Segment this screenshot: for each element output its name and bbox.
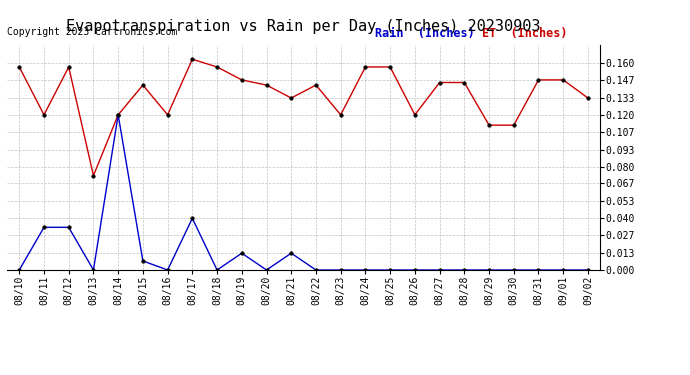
Text: Copyright 2023 Cartronics.com: Copyright 2023 Cartronics.com <box>7 27 177 37</box>
Text: ET  (Inches): ET (Inches) <box>482 27 567 40</box>
Text: Evapotranspiration vs Rain per Day (Inches) 20230903: Evapotranspiration vs Rain per Day (Inch… <box>66 19 541 34</box>
Text: Rain  (Inches): Rain (Inches) <box>375 27 475 40</box>
